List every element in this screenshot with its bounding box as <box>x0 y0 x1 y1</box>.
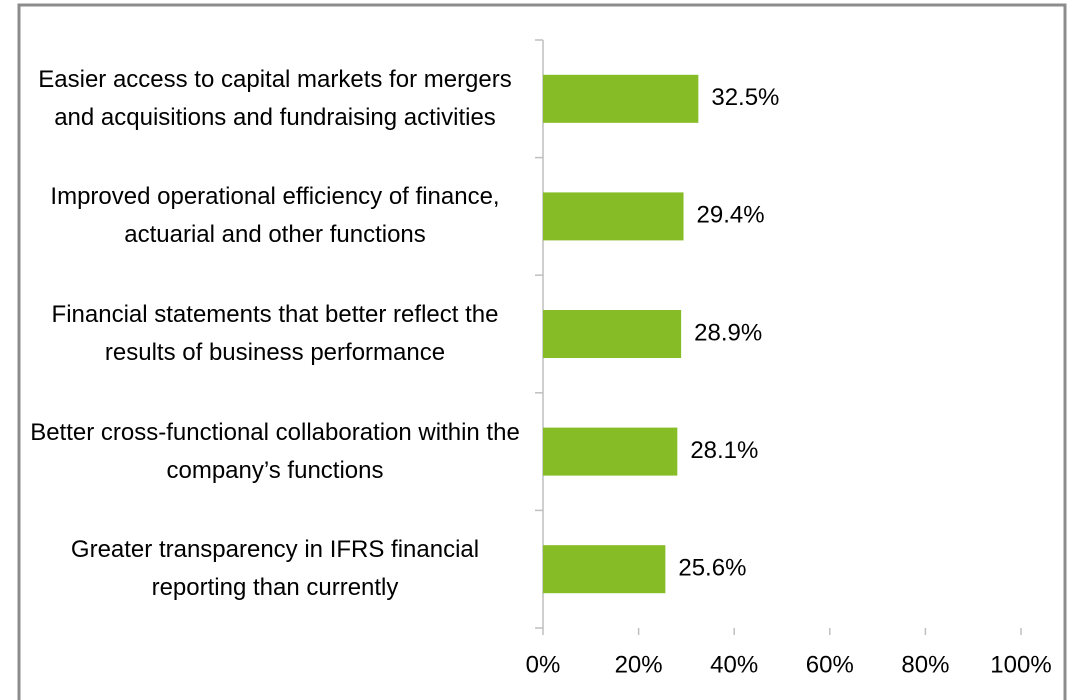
bar <box>543 192 684 241</box>
bar <box>543 427 678 476</box>
bar <box>543 310 682 358</box>
value-label: 32.5% <box>711 84 779 111</box>
bar <box>543 545 666 594</box>
x-tick-label: 100% <box>990 651 1051 678</box>
category-label: Financial statements that better reflect… <box>51 300 499 366</box>
frame <box>17 3 1067 700</box>
value-label: 29.4% <box>697 202 765 229</box>
x-tick-label: 20% <box>615 651 663 678</box>
category-label: Easier access to capital markets for mer… <box>38 65 512 131</box>
category-label: Improved operational efficiency of finan… <box>50 183 500 249</box>
value-label: 28.9% <box>694 319 762 346</box>
value-label: 28.1% <box>690 437 758 464</box>
bar <box>543 74 699 123</box>
x-tick-label: 0% <box>526 651 561 678</box>
x-tick-label: 40% <box>710 651 758 678</box>
category-label: Greater transparency in IFRS financial r… <box>70 536 480 602</box>
x-tick-label: 80% <box>901 651 949 678</box>
category-label: Better cross-functional collaboration wi… <box>30 418 520 484</box>
value-label: 25.6% <box>678 555 746 582</box>
x-tick-label: 60% <box>806 651 854 678</box>
